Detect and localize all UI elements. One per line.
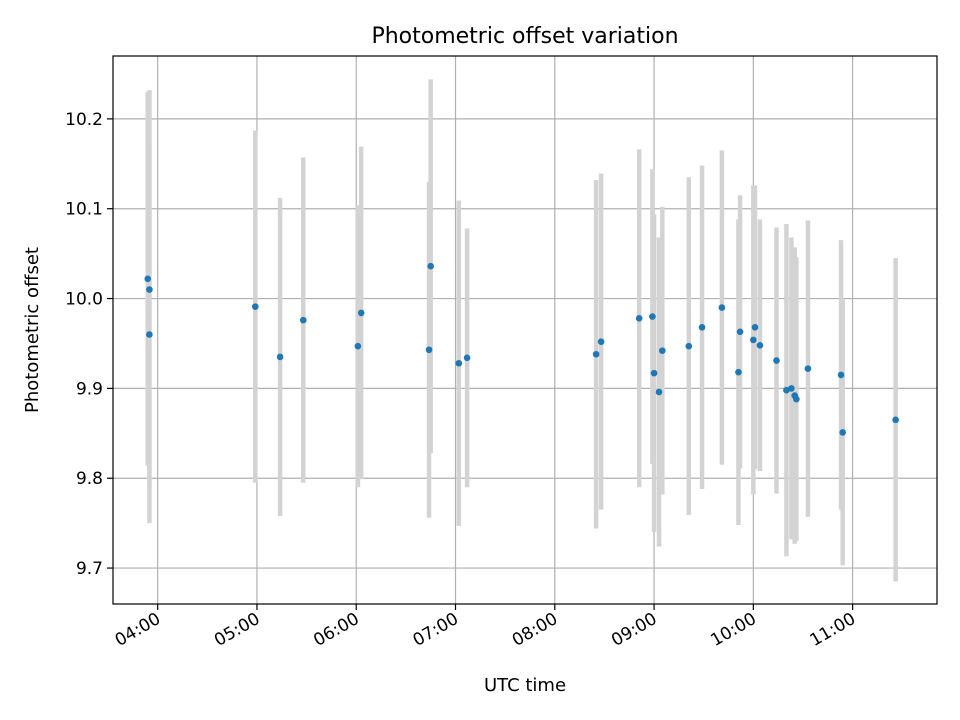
data-point <box>773 357 780 364</box>
data-point <box>425 346 433 354</box>
data-point <box>144 275 152 283</box>
data-point <box>357 309 365 317</box>
x-tick-label: 08:00 <box>509 609 561 651</box>
data-point <box>756 341 764 349</box>
x-tick-label: 06:00 <box>310 609 362 651</box>
data-point <box>685 342 693 350</box>
data-point <box>649 313 656 320</box>
data-point <box>804 365 812 372</box>
error-bars <box>145 79 898 582</box>
y-axis-label: Photometric offset <box>22 247 43 413</box>
data-point <box>698 324 706 331</box>
data-point <box>650 369 658 377</box>
data-points <box>144 262 899 436</box>
grid-lines <box>113 56 937 604</box>
data-point <box>892 416 899 424</box>
y-axis-ticks: 9.7 9.8 9.9 10.0 10.1 10.2 <box>65 110 113 579</box>
x-axis-ticks: 04:00 05:00 06:00 07:00 08:00 09:00 10:00 11:00 <box>112 604 859 651</box>
x-tick-label: 04:00 <box>112 609 164 651</box>
data-point <box>751 324 759 331</box>
data-point <box>299 316 307 324</box>
data-point <box>146 331 153 338</box>
data-point <box>793 395 800 403</box>
y-tick-label: 10.1 <box>65 200 103 220</box>
data-point <box>837 371 845 379</box>
data-point <box>635 315 643 322</box>
data-point <box>655 388 663 396</box>
data-point <box>750 336 757 344</box>
y-tick-label: 9.7 <box>76 559 103 579</box>
data-point <box>718 304 726 311</box>
x-tick-label: 11:00 <box>807 609 859 651</box>
data-point <box>659 347 666 354</box>
x-tick-label: 10:00 <box>707 609 759 651</box>
x-tick-label: 09:00 <box>608 609 660 651</box>
data-point <box>455 359 463 367</box>
y-tick-label: 9.8 <box>76 469 103 489</box>
data-point <box>251 303 259 310</box>
y-tick-label: 10.0 <box>65 290 103 310</box>
data-point <box>788 385 795 392</box>
data-point <box>783 386 790 394</box>
data-point <box>839 429 846 436</box>
chart-title: Photometric offset variation <box>371 24 678 49</box>
data-point <box>354 342 362 350</box>
x-tick-label: 05:00 <box>211 609 263 651</box>
data-point <box>427 262 434 270</box>
data-point <box>463 354 471 362</box>
y-tick-label: 9.9 <box>76 379 103 399</box>
data-point <box>146 286 153 293</box>
x-axis-label: UTC time <box>484 675 566 696</box>
data-point <box>276 353 284 361</box>
data-point <box>736 328 744 336</box>
data-point <box>597 338 605 345</box>
data-point <box>735 368 742 376</box>
y-tick-label: 10.2 <box>65 110 103 130</box>
data-point <box>592 350 600 358</box>
plot-area-frame <box>112 55 938 605</box>
x-tick-label: 07:00 <box>410 609 462 651</box>
